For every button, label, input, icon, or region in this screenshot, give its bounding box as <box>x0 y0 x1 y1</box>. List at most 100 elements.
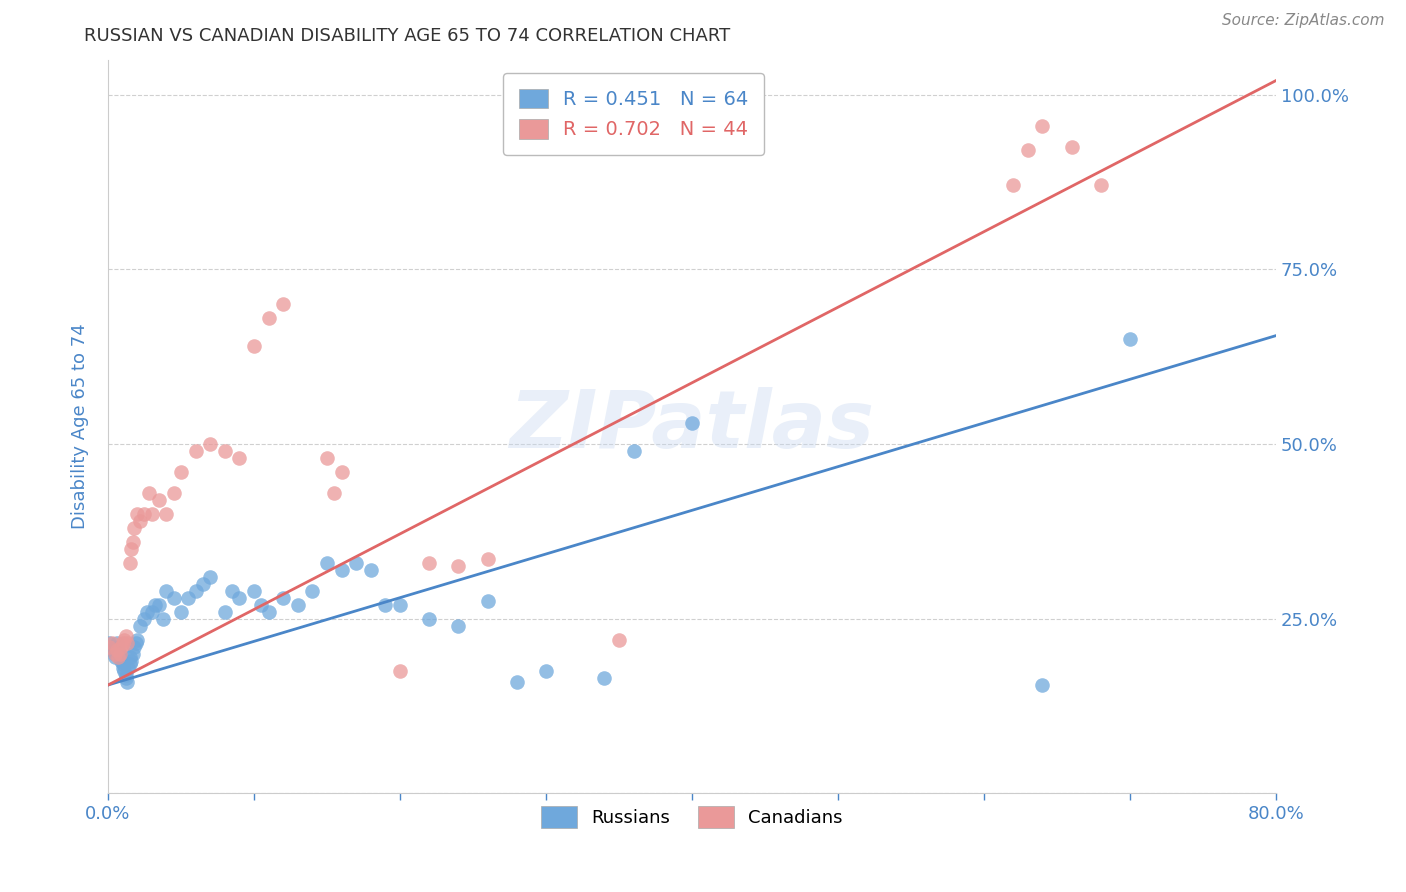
Point <box>257 311 280 326</box>
Point <box>301 583 323 598</box>
Point <box>271 591 294 605</box>
Point <box>141 605 163 619</box>
Text: Source: ZipAtlas.com: Source: ZipAtlas.com <box>1222 13 1385 29</box>
Point <box>108 647 131 661</box>
Point <box>163 591 186 605</box>
Point <box>344 556 367 570</box>
Point <box>330 563 353 577</box>
Point <box>623 444 645 458</box>
Point <box>214 605 236 619</box>
Point <box>114 667 136 681</box>
Point <box>184 444 207 458</box>
Point <box>681 416 703 430</box>
Point <box>388 598 411 612</box>
Point <box>98 636 121 650</box>
Point <box>105 636 128 650</box>
Point <box>170 605 193 619</box>
Point <box>117 660 139 674</box>
Point <box>250 598 273 612</box>
Point <box>120 654 142 668</box>
Point <box>98 640 121 654</box>
Point <box>104 647 127 661</box>
Point <box>228 591 250 605</box>
Point <box>184 583 207 598</box>
Point <box>287 598 309 612</box>
Point <box>136 605 159 619</box>
Point <box>148 598 170 612</box>
Point <box>1031 119 1053 133</box>
Point <box>122 521 145 535</box>
Point <box>447 618 470 632</box>
Point <box>114 629 136 643</box>
Point <box>107 650 129 665</box>
Point <box>115 674 138 689</box>
Point <box>198 437 221 451</box>
Point <box>477 594 499 608</box>
Point <box>101 643 124 657</box>
Point <box>107 643 129 657</box>
Point <box>214 444 236 458</box>
Point <box>388 664 411 678</box>
Point <box>243 339 266 353</box>
Point <box>121 647 143 661</box>
Point <box>118 657 141 671</box>
Point <box>104 647 127 661</box>
Point <box>506 674 529 689</box>
Point <box>103 640 125 654</box>
Point <box>607 632 630 647</box>
Point <box>163 486 186 500</box>
Text: RUSSIAN VS CANADIAN DISABILITY AGE 65 TO 74 CORRELATION CHART: RUSSIAN VS CANADIAN DISABILITY AGE 65 TO… <box>84 27 731 45</box>
Y-axis label: Disability Age 65 to 74: Disability Age 65 to 74 <box>72 324 89 529</box>
Point <box>316 556 339 570</box>
Point <box>112 632 135 647</box>
Point <box>148 492 170 507</box>
Point <box>110 654 132 668</box>
Point <box>534 664 557 678</box>
Point <box>593 671 616 685</box>
Point <box>155 507 177 521</box>
Point <box>1119 332 1142 346</box>
Point <box>101 636 124 650</box>
Point <box>143 598 166 612</box>
Point <box>108 647 131 661</box>
Point <box>191 576 214 591</box>
Point <box>104 650 127 665</box>
Point <box>1002 178 1025 193</box>
Point <box>111 660 134 674</box>
Point <box>122 640 145 654</box>
Point <box>477 552 499 566</box>
Point <box>170 465 193 479</box>
Point <box>134 507 156 521</box>
Point <box>418 556 440 570</box>
Point <box>120 541 142 556</box>
Point <box>127 507 149 521</box>
Point <box>323 486 346 500</box>
Point <box>141 507 163 521</box>
Point <box>111 636 134 650</box>
Point <box>257 605 280 619</box>
Point <box>152 612 174 626</box>
Point <box>138 486 160 500</box>
Point <box>105 643 128 657</box>
Point <box>360 563 382 577</box>
Point <box>177 591 200 605</box>
Point <box>1060 140 1083 154</box>
Legend: Russians, Canadians: Russians, Canadians <box>534 799 851 836</box>
Point <box>374 598 396 612</box>
Point <box>155 583 177 598</box>
Point <box>111 657 134 671</box>
Point <box>110 640 132 654</box>
Point <box>271 297 294 311</box>
Point <box>115 636 138 650</box>
Point <box>100 640 122 654</box>
Point <box>118 556 141 570</box>
Point <box>1090 178 1112 193</box>
Point <box>112 664 135 678</box>
Point <box>121 534 143 549</box>
Point <box>418 612 440 626</box>
Point <box>330 465 353 479</box>
Point <box>228 450 250 465</box>
Point <box>1017 144 1039 158</box>
Text: ZIPatlas: ZIPatlas <box>509 387 875 466</box>
Point <box>447 559 470 574</box>
